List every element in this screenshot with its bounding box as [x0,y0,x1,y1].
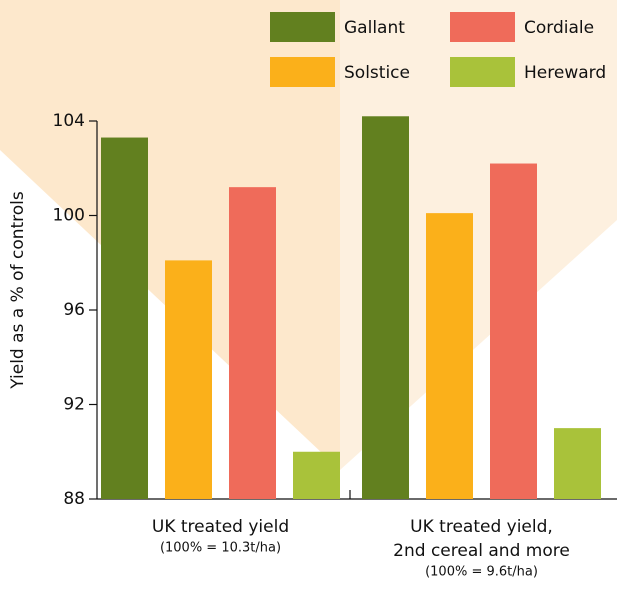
bar [101,137,148,499]
legend-swatch [450,57,515,87]
x-tick-label: UK treated yield [152,517,289,537]
bar [165,260,212,499]
legend-label: Cordiale [524,18,594,38]
category-note: (100% = 10.3t/ha) [160,541,281,556]
background-fan [340,0,617,470]
y-tick-label: 104 [53,111,85,131]
y-tick-label: 88 [63,489,85,509]
legend-swatch [270,12,335,42]
bar [490,163,537,499]
bar [229,187,276,499]
legend-label: Hereward [524,63,606,83]
y-tick-label: 96 [63,300,85,320]
x-tick-label: UK treated yield, [410,517,553,537]
legend-swatch [450,12,515,42]
category-note: (100% = 9.6t/ha) [425,565,538,580]
bar [554,428,601,499]
legend-label: Solstice [344,63,410,83]
bar [362,116,409,500]
bar [293,451,340,499]
legend-label: Gallant [344,18,405,38]
legend-swatch [270,57,335,87]
x-tick-label: 2nd cereal and more [393,541,570,561]
y-axis-label: Yield as a % of controls [8,191,28,390]
y-tick-label: 100 [53,206,85,226]
y-tick-label: 92 [63,395,85,415]
bar [426,213,473,499]
